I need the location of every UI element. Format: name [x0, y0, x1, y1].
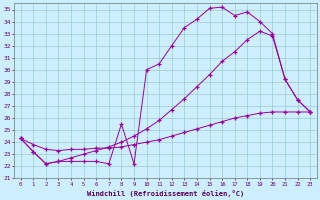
X-axis label: Windchill (Refroidissement éolien,°C): Windchill (Refroidissement éolien,°C)	[87, 190, 244, 197]
